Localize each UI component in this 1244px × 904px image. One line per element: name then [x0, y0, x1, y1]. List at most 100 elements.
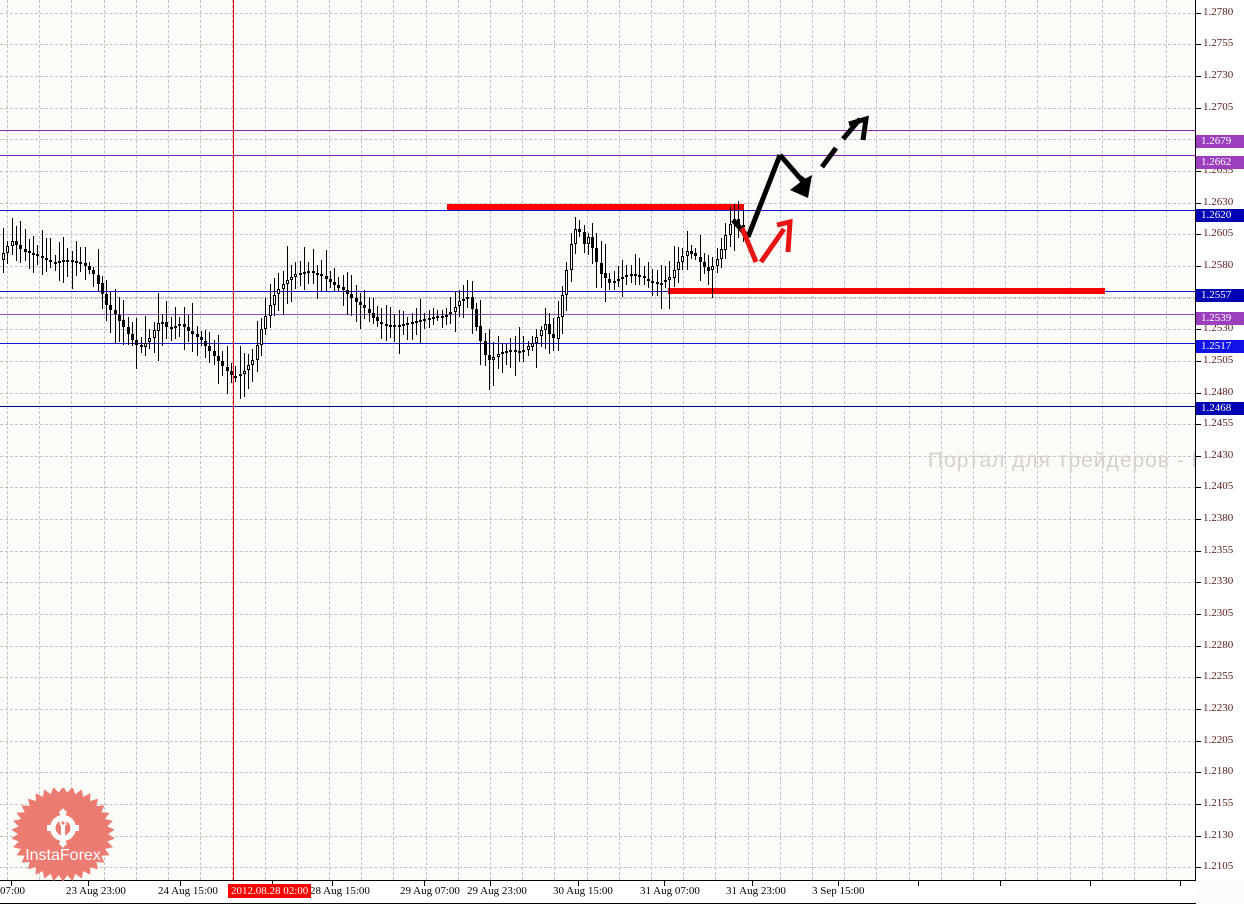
candle-body — [664, 280, 667, 282]
candle-body — [613, 281, 616, 283]
price-tick — [1196, 646, 1201, 647]
candle-body — [45, 258, 48, 260]
candle-body — [557, 317, 560, 339]
candle-body — [269, 305, 272, 316]
candle-wick — [175, 307, 176, 339]
candle-body — [277, 289, 280, 294]
price-tick — [1196, 456, 1201, 457]
candle-body — [286, 280, 289, 284]
time-tick — [1180, 881, 1181, 886]
candle-body — [587, 237, 590, 244]
candle-body — [105, 294, 108, 305]
candle-body — [565, 270, 568, 295]
candle-body — [411, 322, 414, 324]
grid-line-vertical — [39, 0, 40, 880]
grid-line-horizontal — [0, 709, 1196, 710]
grid-line-horizontal — [0, 44, 1196, 45]
candle-body — [62, 260, 65, 262]
resistance-zone-upper[interactable] — [447, 204, 744, 210]
grid-line-vertical — [876, 0, 877, 880]
candle-body — [213, 351, 216, 356]
grid-line-vertical — [232, 0, 233, 880]
candle-wick — [244, 353, 245, 397]
price-axis[interactable]: 1.2780 1.2755 1.2730 1.2705 1.2655 1.2630 1.26… — [1196, 0, 1244, 880]
candle-wick — [287, 246, 288, 304]
candle-body — [247, 365, 250, 370]
time-tick-label: 28 Aug 15:00 — [310, 885, 370, 897]
candle-body — [170, 327, 173, 329]
price-level-badge-1.2539[interactable]: 1.2539 — [1196, 312, 1244, 325]
time-tick — [838, 881, 839, 886]
candle-body — [49, 260, 52, 262]
candle-body — [174, 326, 177, 328]
logo-label: InstaForex — [25, 847, 101, 864]
price-tick-label: 1.2405 — [1203, 480, 1234, 492]
candle-wick — [386, 305, 387, 341]
candle-body — [239, 374, 242, 376]
support-zone-lower[interactable] — [668, 288, 1105, 294]
price-tick-label: 1.2580 — [1203, 259, 1234, 271]
candle-body — [548, 324, 551, 334]
candle-wick — [283, 271, 284, 315]
candle-body — [92, 270, 95, 274]
candle-body — [376, 317, 379, 321]
price-level-badge-1.2662[interactable]: 1.2662 — [1196, 156, 1244, 169]
candle-body — [359, 302, 362, 305]
candle-wick — [42, 230, 43, 275]
price-tick — [1196, 76, 1201, 77]
price-level-badge-1.2679[interactable]: 1.2679 — [1196, 135, 1244, 148]
candle-body — [466, 297, 469, 299]
candle-body — [617, 279, 620, 281]
candle-body — [122, 320, 125, 327]
candle-body — [148, 338, 151, 342]
candle-wick — [145, 316, 146, 356]
price-tick-label: 1.2380 — [1203, 512, 1234, 524]
candle-body — [651, 281, 654, 283]
price-tick-label: 1.2355 — [1203, 544, 1234, 556]
grid-line-vertical — [780, 0, 781, 880]
price-tick-label: 1.2605 — [1203, 227, 1234, 239]
price-level-badge-1.2620[interactable]: 1.2620 — [1196, 209, 1244, 222]
price-tick-label: 1.2730 — [1203, 69, 1234, 81]
grid-line-horizontal — [0, 456, 1196, 457]
level-line-1.2557 — [0, 291, 1196, 292]
price-level-badge-1.2517[interactable]: 1.2517 — [1196, 340, 1244, 353]
candle-wick — [80, 247, 81, 272]
time-tick-label: 29 Aug 23:00 — [467, 885, 527, 897]
candle-wick — [463, 285, 464, 318]
grid-line-vertical — [329, 0, 330, 880]
candle-wick — [192, 303, 193, 352]
candle-body — [570, 244, 573, 270]
candle-body — [660, 283, 663, 285]
candle-wick — [240, 346, 241, 399]
price-tick-label: 1.2655 — [1203, 164, 1234, 176]
candle-body — [690, 251, 693, 254]
grid-line-horizontal — [0, 203, 1196, 204]
price-tick — [1196, 44, 1201, 45]
candle-wick — [661, 265, 662, 309]
price-tick — [1196, 13, 1201, 14]
candle-body — [363, 305, 366, 308]
time-tick-label: 24 Aug 15:00 — [158, 885, 218, 897]
candle-body — [432, 317, 435, 319]
candle-body — [436, 316, 439, 318]
grid-line-horizontal — [0, 741, 1196, 742]
candle-wick — [412, 313, 413, 340]
price-tick-label: 1.2505 — [1203, 354, 1234, 366]
price-level-badge-1.2468[interactable]: 1.2468 — [1196, 402, 1244, 415]
candle-body — [221, 361, 224, 366]
candle-wick — [360, 293, 361, 329]
price-tick-label: 1.2280 — [1203, 639, 1234, 651]
chart-plot-area[interactable]: Портал для трейдеров - ForTrader.ru — [0, 0, 1196, 880]
grid-line-horizontal — [0, 329, 1196, 330]
grid-line-horizontal — [0, 361, 1196, 362]
time-tick — [578, 881, 579, 886]
price-tick — [1196, 424, 1201, 425]
grid-line-horizontal — [0, 487, 1196, 488]
candle-body — [36, 254, 39, 256]
candle-body — [604, 273, 607, 278]
price-level-badge-1.2557[interactable]: 1.2557 — [1196, 289, 1244, 302]
grid-line-horizontal — [0, 646, 1196, 647]
candle-body — [561, 295, 564, 317]
